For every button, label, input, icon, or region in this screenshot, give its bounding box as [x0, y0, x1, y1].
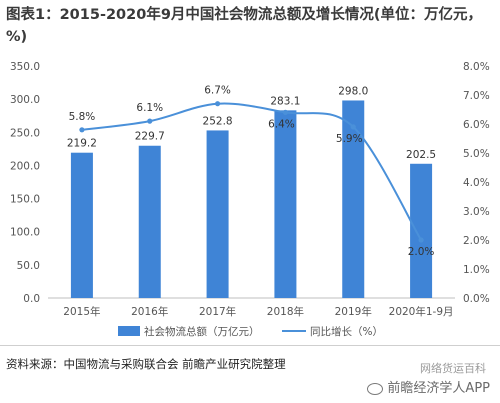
watermark-large-text: 前瞻经济学人APP — [387, 381, 490, 396]
y-right-tick-label: 4.0% — [463, 177, 490, 189]
y-left-tick-label: 50.0 — [17, 260, 40, 272]
y-left-tick-label: 250.0 — [10, 127, 40, 139]
y-left-tick-label: 150.0 — [10, 194, 40, 206]
x-tick-label: 2015年 — [63, 305, 100, 318]
x-tick-label: 2019年 — [335, 305, 372, 318]
footer-divider — [0, 345, 500, 346]
bar-value-label: 229.7 — [135, 131, 165, 143]
line-point — [282, 109, 289, 115]
y-right-tick-label: 8.0% — [463, 61, 490, 73]
bar — [206, 130, 229, 298]
bar-series — [70, 100, 433, 298]
line-value-label: 6.1% — [136, 102, 163, 114]
bar-value-label: 298.0 — [338, 85, 368, 97]
line-point — [418, 237, 424, 243]
line-value-label: 6.7% — [204, 85, 231, 97]
bar-value-label: 283.1 — [270, 95, 300, 107]
source-note: 资料来源：中国物流与采购联合会 前瞻产业研究院整理 — [6, 357, 286, 371]
bar — [342, 100, 365, 298]
legend-line-label: 同比增长（%） — [310, 325, 383, 338]
y-right-tick-label: 0.0% — [463, 293, 490, 305]
y-left-tick-label: 200.0 — [10, 160, 40, 172]
line-value-label: 6.4% — [268, 118, 295, 130]
chart: 0.0 50.0 100.0 150.0 200.0 250.0 300.0 350.0 0.0… — [10, 61, 490, 338]
eye-logo-icon — [367, 382, 384, 395]
bar-value-label: 219.2 — [67, 138, 97, 150]
y-right-tick-label: 2.0% — [463, 235, 490, 247]
line-point — [214, 101, 221, 107]
y-right-tick-label: 7.0% — [463, 90, 490, 102]
line-point — [79, 127, 85, 133]
bar — [274, 110, 297, 298]
legend-bar-swatch — [118, 326, 140, 336]
bar — [70, 152, 93, 298]
x-tick-label: 2016年 — [131, 305, 168, 318]
bar — [410, 163, 433, 298]
bar — [138, 145, 161, 298]
line-value-label: 5.8% — [69, 111, 96, 123]
y-left-tick-label: 350.0 — [10, 61, 40, 73]
data-labels: 219.2 229.7 252.8 283.1 298.0 202.5 5.8% 6.1% 6.… — [67, 85, 436, 258]
y-right-tick-label: 1.0% — [463, 264, 490, 276]
axes: 0.0 50.0 100.0 150.0 200.0 250.0 300.0 350.0 0.0… — [10, 61, 490, 318]
y-right-tick-label: 3.0% — [463, 206, 490, 218]
bar-value-label: 252.8 — [203, 115, 233, 127]
bar-value-label: 202.5 — [406, 149, 436, 161]
y-left-tick-label: 0.0 — [23, 293, 40, 305]
x-tick-label: 2018年 — [267, 305, 304, 318]
line-value-label: 5.9% — [336, 133, 363, 145]
chart-title: 图表1：2015-2020年9月中国社会物流总额及增长情况(单位：万亿元，%) — [6, 7, 483, 45]
x-tick-label: 2020年1-9月 — [389, 305, 454, 318]
line-point — [147, 118, 153, 124]
y-right-tick-label: 5.0% — [463, 148, 490, 160]
y-right-tick-label: 6.0% — [463, 119, 490, 131]
watermark-large: 前瞻经济学人APP — [367, 377, 490, 396]
watermark-small: 网络货运百科 — [420, 362, 486, 375]
legend: 社会物流总额（万亿元） 同比增长（%） — [118, 325, 383, 338]
y-left-tick-label: 100.0 — [10, 227, 40, 239]
legend-bar-label: 社会物流总额（万亿元） — [144, 325, 260, 338]
line-value-label: 2.0% — [408, 246, 435, 258]
y-left-tick-label: 300.0 — [10, 94, 40, 106]
line-series — [79, 101, 424, 243]
x-tick-label: 2017年 — [199, 305, 236, 318]
line-point — [350, 124, 356, 130]
growth-line — [81, 102, 422, 241]
